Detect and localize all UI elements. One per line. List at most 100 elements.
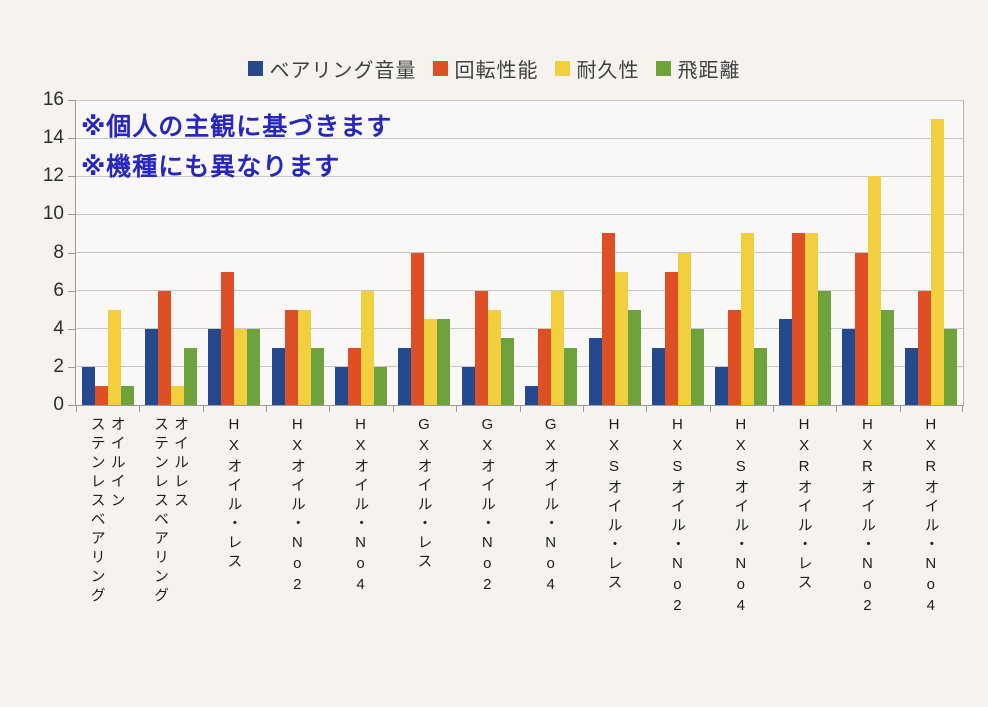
annotation-line-2: ※機種にも異なります: [81, 153, 341, 181]
y-axis-tick: [68, 100, 76, 101]
gridline: [76, 100, 963, 101]
x-axis-category-label: オイルレス ステンレスベアリング: [152, 416, 190, 606]
legend-swatch-icon: [554, 61, 570, 76]
bar: [94, 385, 108, 405]
bar-group: [203, 100, 266, 405]
y-axis-tick: [68, 252, 76, 254]
x-axis-category-label: HXSオイル・No2: [668, 416, 686, 618]
y-axis-tick-label: 14: [42, 127, 64, 149]
bar: [677, 252, 691, 405]
gridline: [76, 252, 963, 253]
bar: [931, 119, 945, 405]
bar: [335, 366, 349, 405]
x-axis-tick: [899, 405, 901, 412]
x-axis-tick: [582, 405, 584, 412]
x-axis-category-label: HXオイル・No2: [288, 416, 306, 597]
legend-label: 耐久性: [576, 60, 640, 82]
x-axis-category-label: HXSオイル・No4: [732, 416, 750, 618]
legend-label: 回転性能: [454, 60, 539, 82]
x-axis-category-label: HXRオイル・レス: [795, 416, 813, 593]
x-axis-category-label: GXオイル・レス: [415, 416, 433, 572]
bar: [601, 233, 615, 405]
x-axis-category-label: オイルイン ステンレスベアリング: [88, 416, 126, 606]
x-axis-category-label: HXオイル・レス: [225, 416, 243, 572]
x-axis-tick: [772, 405, 774, 412]
chart-annotation: ※個人の主観に基づきます ※機種にも異なります: [81, 107, 392, 187]
bar: [474, 290, 488, 405]
chart-legend: ベアリング音量 回転性能 耐久性 飛距離: [0, 54, 988, 83]
annotation-line-1: ※個人の主観に基づきます: [81, 113, 393, 141]
bar: [841, 328, 855, 405]
bar: [234, 328, 248, 405]
plot-area: ※個人の主観に基づきます ※機種にも異なります: [68, 100, 964, 412]
bar-group: [456, 100, 519, 405]
x-axis-tick: [392, 405, 394, 412]
bar: [880, 309, 894, 405]
bar: [487, 309, 501, 405]
gridline: [76, 366, 963, 368]
legend-item: 耐久性: [554, 54, 640, 83]
y-axis-tick-label: 2: [53, 355, 64, 377]
y-axis-tick-label: 16: [42, 89, 64, 110]
bar-group: [646, 100, 709, 405]
bar: [411, 252, 425, 405]
bar: [588, 338, 602, 405]
y-axis-tick: [68, 290, 76, 292]
x-axis-category-label: GXオイル・No2: [478, 416, 496, 597]
bar-group: [583, 100, 646, 405]
y-axis-tick-label: 8: [53, 241, 64, 263]
y-axis-tick: [68, 214, 76, 216]
x-axis-tick: [202, 405, 204, 412]
bar: [728, 309, 742, 405]
x-axis-tick: [456, 405, 458, 412]
bar: [564, 347, 578, 405]
y-axis-tick-label: 6: [53, 279, 64, 301]
bar: [614, 271, 628, 405]
gridline: [76, 290, 963, 292]
bar-group: [266, 100, 329, 405]
bar: [398, 347, 412, 405]
bar: [944, 328, 958, 405]
legend-swatch-icon: [247, 61, 263, 76]
bar-group: [76, 100, 139, 405]
x-axis-category-label: GXオイル・No4: [542, 416, 560, 597]
x-axis-tick: [329, 405, 331, 412]
bar: [551, 290, 565, 405]
bar: [437, 319, 451, 405]
bar-group: [773, 100, 836, 405]
legend-item: 飛距離: [655, 54, 741, 83]
x-axis-tick: [836, 405, 838, 412]
bar: [120, 385, 134, 405]
y-axis-tick: [68, 405, 76, 406]
gridline: [76, 328, 963, 330]
bar: [778, 319, 792, 405]
bar: [424, 319, 438, 405]
y-axis-tick: [68, 176, 76, 178]
x-axis-category-label: HXSオイル・レス: [605, 416, 623, 593]
legend-label: ベアリング音量: [269, 60, 417, 82]
legend-label: 飛距離: [677, 60, 741, 82]
bar: [171, 385, 185, 405]
bar: [271, 347, 285, 405]
bar: [804, 233, 818, 405]
bar: [690, 328, 704, 405]
x-axis-tick: [962, 405, 963, 412]
bar-group: [900, 100, 963, 405]
bar: [361, 290, 375, 405]
x-axis-category-label: HXRオイル・No2: [858, 416, 876, 618]
bar: [854, 252, 868, 405]
x-axis-tick: [266, 405, 268, 412]
bar: [145, 328, 159, 405]
x-axis-tick: [139, 405, 141, 412]
bar: [791, 233, 805, 405]
bar: [741, 233, 755, 405]
legend-item: ベアリング音量: [247, 54, 417, 83]
y-axis-tick-label: 10: [42, 203, 64, 225]
bar: [525, 385, 539, 405]
bar: [158, 290, 172, 405]
bar: [310, 347, 324, 405]
gridline: [76, 175, 963, 177]
bar-group: [329, 100, 392, 405]
y-axis-tick: [68, 138, 76, 140]
